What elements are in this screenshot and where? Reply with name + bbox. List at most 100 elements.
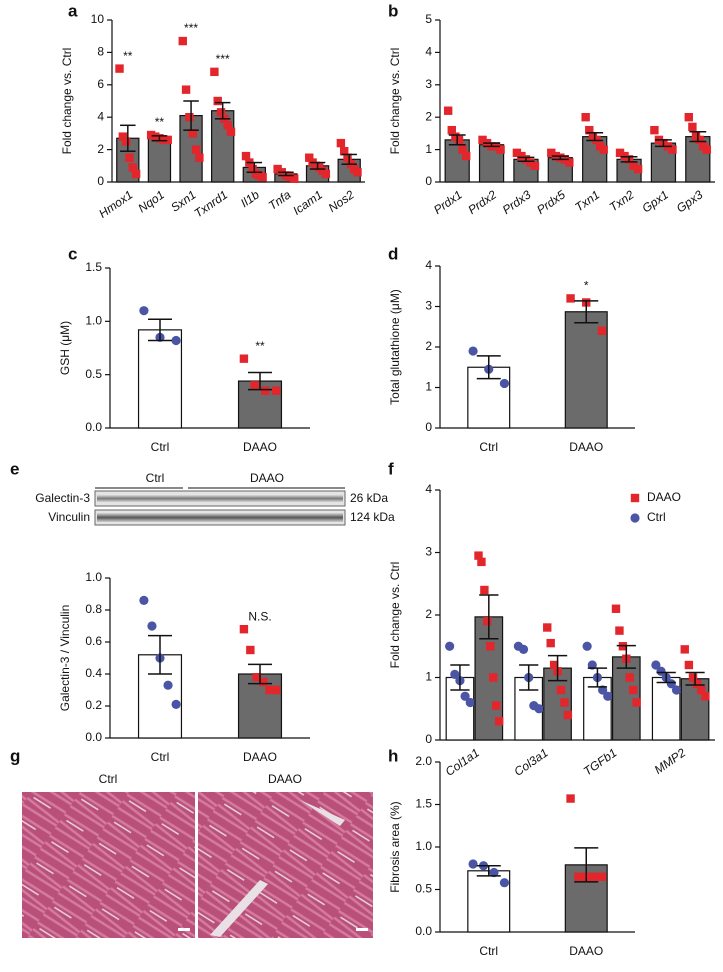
data-point (258, 172, 267, 182)
scale-bar (356, 928, 368, 931)
data-point (486, 642, 495, 651)
data-point (546, 638, 555, 648)
data-point (252, 673, 261, 682)
significance: ** (155, 115, 165, 129)
data-point (526, 158, 535, 167)
x-tick-label: Ctrl (151, 440, 170, 454)
data-point (454, 135, 464, 145)
y-tick-label: 1.0 (85, 314, 102, 328)
x-tick-label: Col3a1 (511, 746, 550, 779)
y-tick-label: 0 (425, 732, 432, 746)
data-point (560, 698, 569, 707)
bar (582, 136, 608, 183)
x-tick-label: Ctrl (479, 440, 498, 454)
y-tick-label: 3 (425, 299, 432, 313)
x-tick-label: DAAO (243, 440, 277, 454)
y-tick-label: 1.0 (85, 570, 102, 584)
y-tick-label: 1 (425, 670, 432, 684)
y-tick-label: 2 (425, 607, 432, 621)
data-point (248, 164, 257, 174)
y-tick-label: 0.6 (85, 634, 102, 648)
y-tick-label: 0.4 (85, 666, 102, 680)
data-point (688, 673, 698, 682)
data-point (139, 595, 149, 606)
data-point (271, 685, 281, 695)
data-point (163, 135, 172, 145)
data-point (271, 386, 281, 395)
data-point (684, 113, 693, 122)
significance: *** (184, 21, 198, 35)
x-tick-label: Gpx1 (639, 188, 671, 216)
data-point (615, 148, 625, 158)
data-point (566, 294, 575, 303)
y-tick-label: 2 (425, 109, 432, 123)
x-tick-label: Gpx3 (674, 187, 706, 215)
blot-size: 124 kDa (350, 510, 395, 524)
bar (137, 329, 183, 429)
blot-size: 26 kDa (350, 491, 388, 505)
data-point (131, 169, 141, 179)
data-point (543, 623, 552, 632)
x-tick-label: Il1b (238, 187, 262, 210)
data-point (628, 685, 638, 695)
data-point (178, 36, 187, 46)
significance: N.S. (248, 609, 271, 623)
x-tick-label: Ctrl (151, 750, 170, 764)
x-tick-label: Icam1 (290, 188, 325, 218)
panel-letter: c (68, 244, 77, 263)
data-point (241, 151, 251, 161)
histology-image (22, 792, 195, 938)
tissue-gap (210, 800, 345, 937)
data-point (340, 147, 349, 156)
data-point (483, 617, 492, 626)
data-point (603, 691, 613, 701)
data-point (474, 551, 483, 560)
y-tick-label: 2 (425, 339, 432, 353)
x-tick-label: Ctrl (479, 944, 498, 958)
significance: *** (216, 52, 230, 66)
data-point (460, 691, 470, 701)
y-tick-label: 4 (425, 45, 432, 59)
x-tick-label: Prdx2 (465, 187, 499, 217)
panel-letter: e (10, 459, 19, 478)
data-point (489, 867, 499, 878)
data-point (581, 113, 590, 122)
panel-letter: f (388, 459, 394, 478)
data-point (656, 666, 666, 676)
y-tick-label: 0 (425, 174, 432, 188)
y-axis-label: Galectin-3 / Vinculin (58, 605, 72, 712)
y-tick-label: 4 (425, 482, 432, 496)
data-point (547, 148, 556, 158)
data-point (585, 125, 594, 135)
data-point (565, 158, 574, 167)
data-point (666, 679, 676, 689)
y-axis-label: Fold change vs. Ctrl (60, 48, 74, 155)
data-point (597, 872, 607, 881)
y-axis-label: Fold change vs. Ctrl (388, 562, 402, 669)
y-tick-label: 0.8 (85, 602, 102, 616)
data-point (597, 685, 608, 695)
data-point (163, 680, 173, 690)
data-point (115, 64, 124, 73)
x-tick-label: Nos2 (326, 187, 357, 215)
data-point (629, 161, 638, 170)
data-point (563, 710, 573, 720)
data-point (499, 878, 510, 888)
y-tick-label: 4 (97, 109, 104, 123)
data-point (447, 125, 456, 135)
data-point (651, 660, 661, 670)
x-tick-label: Prdx1 (431, 188, 465, 217)
y-tick-label: 1.0 (415, 839, 432, 853)
data-point (465, 697, 475, 708)
image-label: Ctrl (99, 772, 118, 786)
data-point (305, 153, 314, 162)
y-tick-label: 1.5 (415, 797, 432, 811)
data-point (702, 145, 712, 154)
data-point (250, 381, 259, 390)
data-point (336, 138, 346, 148)
data-point (450, 669, 460, 679)
data-point (147, 621, 157, 631)
legend-marker (630, 513, 640, 523)
data-point (343, 153, 352, 162)
data-point (549, 660, 559, 670)
